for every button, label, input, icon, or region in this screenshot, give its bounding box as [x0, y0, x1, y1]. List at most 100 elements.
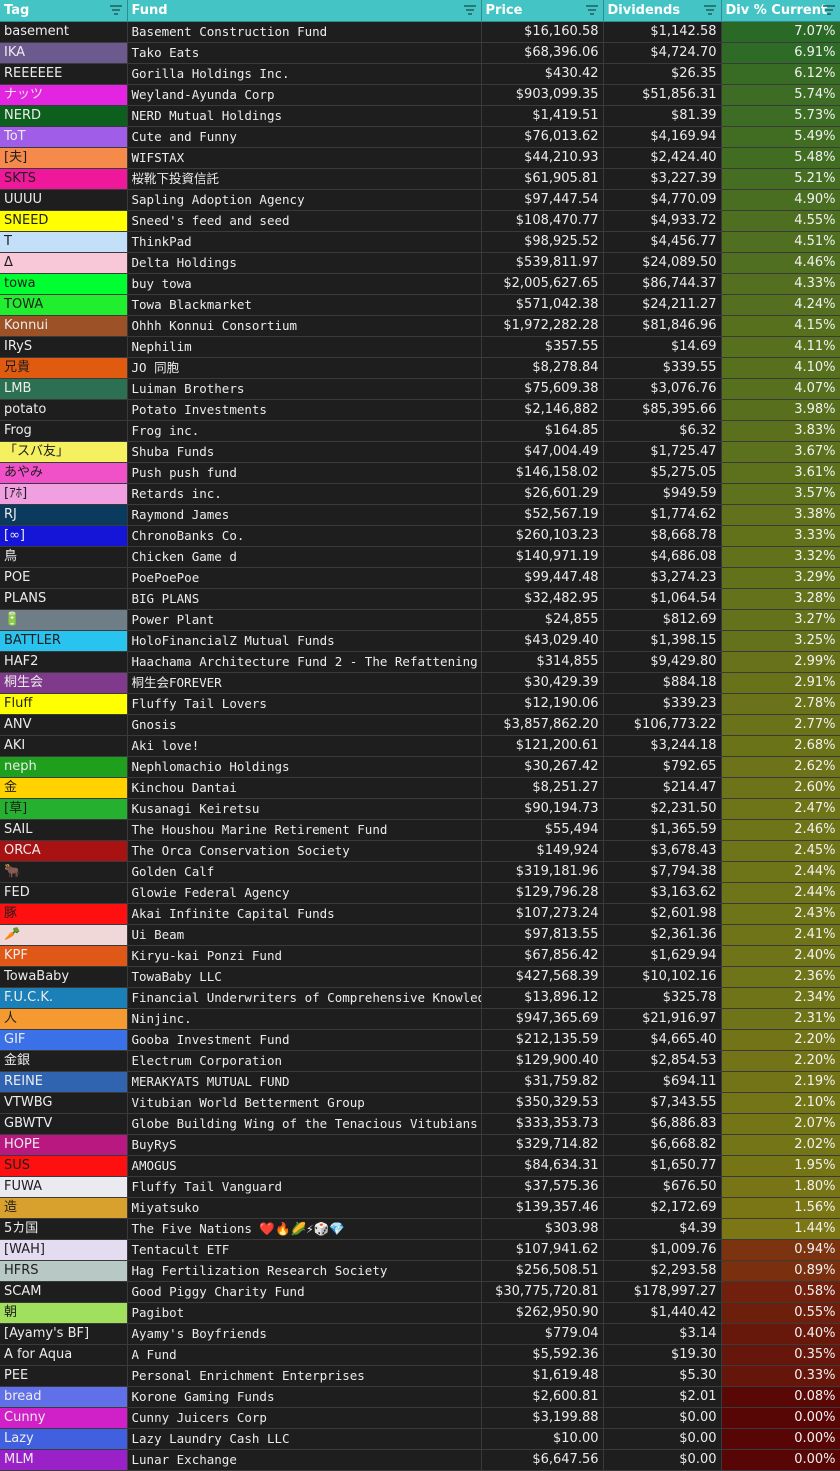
fund-cell[interactable]: Glowie Federal Agency: [127, 882, 482, 904]
fund-cell[interactable]: ChronoBanks Co.: [127, 525, 482, 547]
div-pct-cell[interactable]: 3.67%: [721, 441, 840, 463]
div-pct-cell[interactable]: 2.44%: [721, 882, 840, 904]
tag-cell[interactable]: 🔋: [0, 609, 128, 631]
div-pct-cell[interactable]: 3.38%: [721, 504, 840, 526]
div-pct-cell[interactable]: 2.46%: [721, 819, 840, 841]
fund-cell[interactable]: PoePoePoe: [127, 567, 482, 589]
div-pct-cell[interactable]: 0.35%: [721, 1344, 840, 1366]
tag-cell[interactable]: 5カ国: [0, 1218, 128, 1240]
price-cell[interactable]: $314,855: [481, 651, 604, 673]
tag-cell[interactable]: ToT: [0, 126, 128, 148]
fund-cell[interactable]: JO 同胞: [127, 357, 482, 379]
dividends-cell[interactable]: $21,916.97: [603, 1008, 722, 1030]
fund-cell[interactable]: Raymond James: [127, 504, 482, 526]
price-cell[interactable]: $2,005,627.65: [481, 273, 604, 295]
fund-cell[interactable]: Good Piggy Charity Fund: [127, 1281, 482, 1303]
tag-cell[interactable]: Cunny: [0, 1407, 128, 1429]
tag-cell[interactable]: 桐生会: [0, 672, 128, 694]
price-cell[interactable]: $140,971.19: [481, 546, 604, 568]
price-cell[interactable]: $16,160.58: [481, 21, 604, 43]
dividends-cell[interactable]: $3,076.76: [603, 378, 722, 400]
dividends-cell[interactable]: $1,629.94: [603, 945, 722, 967]
tag-cell[interactable]: VTWBG: [0, 1092, 128, 1114]
div-pct-cell[interactable]: 2.19%: [721, 1071, 840, 1093]
price-cell[interactable]: $31,759.82: [481, 1071, 604, 1093]
div-pct-cell[interactable]: 2.47%: [721, 798, 840, 820]
fund-cell[interactable]: Nephilim: [127, 336, 482, 358]
dividends-cell[interactable]: $3,678.43: [603, 840, 722, 862]
dividends-cell[interactable]: $4,456.77: [603, 231, 722, 253]
div-pct-cell[interactable]: 4.90%: [721, 189, 840, 211]
fund-cell[interactable]: Towa Blackmarket: [127, 294, 482, 316]
fund-cell[interactable]: Power Plant: [127, 609, 482, 631]
div-pct-cell[interactable]: 2.34%: [721, 987, 840, 1009]
dividends-cell[interactable]: $0.00: [603, 1449, 722, 1471]
tag-cell[interactable]: 金: [0, 777, 128, 799]
fund-cell[interactable]: Globe Building Wing of the Tenacious Vit…: [127, 1113, 482, 1135]
div-pct-cell[interactable]: 5.49%: [721, 126, 840, 148]
tag-cell[interactable]: neph: [0, 756, 128, 778]
price-cell[interactable]: $37,575.36: [481, 1176, 604, 1198]
sort-filter-icon[interactable]: [822, 3, 835, 17]
tag-cell[interactable]: SUS: [0, 1155, 128, 1177]
tag-cell[interactable]: 朝: [0, 1302, 128, 1324]
tag-cell[interactable]: [草]: [0, 798, 128, 820]
price-cell[interactable]: $12,190.06: [481, 693, 604, 715]
price-cell[interactable]: $329,714.82: [481, 1134, 604, 1156]
div-pct-cell[interactable]: 4.55%: [721, 210, 840, 232]
dividends-cell[interactable]: $81.39: [603, 105, 722, 127]
tag-cell[interactable]: bread: [0, 1386, 128, 1408]
div-pct-cell[interactable]: 2.99%: [721, 651, 840, 673]
price-cell[interactable]: $98,925.52: [481, 231, 604, 253]
price-cell[interactable]: $146,158.02: [481, 462, 604, 484]
dividends-cell[interactable]: $325.78: [603, 987, 722, 1009]
dividends-cell[interactable]: $0.00: [603, 1428, 722, 1450]
tag-cell[interactable]: Frog: [0, 420, 128, 442]
fund-cell[interactable]: Luiman Brothers: [127, 378, 482, 400]
fund-cell[interactable]: Chicken Game d: [127, 546, 482, 568]
dividends-cell[interactable]: $4,933.72: [603, 210, 722, 232]
price-cell[interactable]: $75,609.38: [481, 378, 604, 400]
price-cell[interactable]: $97,813.55: [481, 924, 604, 946]
div-pct-cell[interactable]: 0.00%: [721, 1428, 840, 1450]
dividends-cell[interactable]: $339.23: [603, 693, 722, 715]
div-pct-cell[interactable]: 2.45%: [721, 840, 840, 862]
price-cell[interactable]: $779.04: [481, 1323, 604, 1345]
fund-cell[interactable]: Potato Investments: [127, 399, 482, 421]
price-cell[interactable]: $427,568.39: [481, 966, 604, 988]
dividends-cell[interactable]: $6.32: [603, 420, 722, 442]
price-cell[interactable]: $571,042.38: [481, 294, 604, 316]
price-cell[interactable]: $164.85: [481, 420, 604, 442]
tag-cell[interactable]: REEEEEE: [0, 63, 128, 85]
div-pct-cell[interactable]: 4.10%: [721, 357, 840, 379]
dividends-cell[interactable]: $4,665.40: [603, 1029, 722, 1051]
div-pct-cell[interactable]: 3.33%: [721, 525, 840, 547]
price-cell[interactable]: $947,365.69: [481, 1008, 604, 1030]
dividends-cell[interactable]: $1,650.77: [603, 1155, 722, 1177]
price-cell[interactable]: $90,194.73: [481, 798, 604, 820]
tag-cell[interactable]: UUUU: [0, 189, 128, 211]
div-pct-cell[interactable]: 2.07%: [721, 1113, 840, 1135]
tag-cell[interactable]: Fluff: [0, 693, 128, 715]
tag-cell[interactable]: IKA: [0, 42, 128, 64]
dividends-cell[interactable]: $2,293.58: [603, 1260, 722, 1282]
dividends-cell[interactable]: $2,424.40: [603, 147, 722, 169]
div-pct-cell[interactable]: 0.55%: [721, 1302, 840, 1324]
dividends-cell[interactable]: $10,102.16: [603, 966, 722, 988]
tag-cell[interactable]: REINE: [0, 1071, 128, 1093]
div-pct-cell[interactable]: 4.07%: [721, 378, 840, 400]
div-pct-cell[interactable]: 2.02%: [721, 1134, 840, 1156]
price-cell[interactable]: $6,647.56: [481, 1449, 604, 1471]
tag-cell[interactable]: [夫]: [0, 147, 128, 169]
div-pct-cell[interactable]: 4.15%: [721, 315, 840, 337]
fund-cell[interactable]: 桐生会FOREVER: [127, 672, 482, 694]
fund-cell[interactable]: Gorilla Holdings Inc.: [127, 63, 482, 85]
tag-cell[interactable]: あやみ: [0, 462, 128, 484]
dividends-cell[interactable]: $6,886.83: [603, 1113, 722, 1135]
dividends-cell[interactable]: $106,773.22: [603, 714, 722, 736]
dividends-cell[interactable]: $2,601.98: [603, 903, 722, 925]
div-pct-cell[interactable]: 3.28%: [721, 588, 840, 610]
dividends-cell[interactable]: $4,686.08: [603, 546, 722, 568]
dividends-cell[interactable]: $178,997.27: [603, 1281, 722, 1303]
div-pct-cell[interactable]: 0.33%: [721, 1365, 840, 1387]
